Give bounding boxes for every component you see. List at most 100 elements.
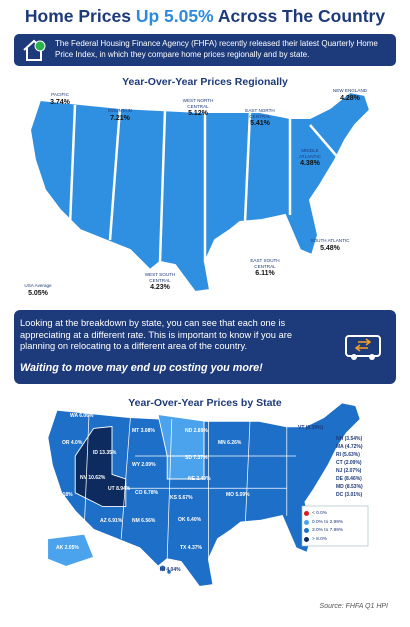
state-abbr: MO: [226, 492, 235, 498]
state-abbr: CO: [135, 490, 143, 496]
state-abbr: WA: [70, 413, 78, 419]
title-part: Home Prices: [24, 6, 131, 26]
state-value: 2.09%: [141, 462, 156, 468]
state-value: 2.05%: [64, 545, 79, 551]
callout-text: Looking at the breakdown by state, you c…: [20, 318, 292, 351]
region-name: NEW ENGLAND: [332, 88, 368, 93]
state-label: MA (4.72%): [336, 444, 363, 450]
state-value: (4.72%): [344, 444, 363, 450]
state-abbr: UT: [108, 486, 115, 492]
region-value: 4.23%: [150, 284, 170, 291]
state-value: 4.37%: [187, 545, 202, 551]
region-value: 5.48%: [320, 244, 340, 252]
state-label: NV 10.62%: [80, 475, 105, 481]
region-label: WEST SOUTH CENTRAL 4.23%: [140, 272, 180, 292]
legend-item: < 0.0%: [304, 511, 327, 516]
house-icon: [23, 39, 46, 61]
state-value: (3.54%): [344, 436, 363, 442]
callout-emphasis: Waiting to move may end up costing you m…: [20, 362, 263, 374]
callout-box: [14, 310, 396, 384]
van-icon: [345, 335, 381, 360]
state-value: 2.49%: [196, 476, 211, 482]
state-abbr: CT: [336, 460, 343, 466]
state-value: 13.35%: [99, 450, 117, 456]
state-value: 10.62%: [88, 475, 106, 481]
state-abbr: TX: [180, 545, 187, 551]
state-value: 6.06%: [79, 413, 94, 419]
region-value: 6.11%: [255, 270, 275, 277]
state-abbr: AZ: [100, 518, 107, 524]
state-value: (8.46%): [344, 476, 362, 482]
legend-swatch: [304, 528, 309, 533]
state-value: 3.08%: [140, 428, 155, 434]
state-value: 4.0%: [70, 440, 83, 446]
region-name: MOUNTAIN: [107, 108, 133, 113]
state-value: 4.04%: [166, 567, 181, 573]
state-value: 6.26%: [227, 440, 242, 446]
state-abbr: NE: [188, 476, 195, 482]
state-value: (2.09%): [344, 460, 362, 466]
region-value: 7.21%: [110, 114, 130, 122]
region-label: SOUTH ATLANTIC 5.48%: [310, 238, 350, 253]
title-highlight: Up 5.05%: [135, 6, 214, 26]
region-value: 4.38%: [300, 160, 320, 167]
region-label: EAST NORTH CENTRAL 5.41%: [240, 108, 280, 128]
state-value: 7.37%: [193, 455, 208, 461]
region-name: SOUTH ATLANTIC: [310, 238, 350, 243]
state-abbr: NM: [132, 518, 140, 524]
state-abbr: HI: [160, 567, 165, 573]
state-value: (3.01%): [344, 492, 363, 498]
state-label: TX 4.37%: [180, 545, 202, 551]
section-title: Year-Over-Year Prices Regionally: [122, 76, 288, 88]
state-label: MD (8.53%): [336, 484, 363, 490]
state-label: WA 6.06%: [70, 413, 93, 419]
state-label: NJ (2.07%): [336, 468, 361, 474]
state-label: CA 3.18%: [50, 492, 73, 498]
region-value: 3.74%: [50, 98, 70, 106]
region-name: PACIFIC: [51, 92, 69, 97]
state-abbr: MT: [132, 428, 140, 434]
state-abbr: DC: [336, 492, 344, 498]
state-label: OR 4.0%: [62, 440, 82, 446]
state-label: HI 4.04%: [160, 567, 181, 573]
state-label: RI (5.63%): [336, 452, 360, 458]
state-label: DC (3.01%): [336, 492, 362, 498]
state-label: CT (2.09%): [336, 460, 362, 466]
state-value: 5.67%: [178, 495, 193, 501]
intro-text: The Federal Housing Finance Agency (FHFA…: [55, 39, 378, 59]
state-label: NE 2.49%: [188, 476, 211, 482]
state-abbr: DE: [336, 476, 343, 482]
region-name: EAST NORTH CENTRAL: [245, 108, 275, 119]
state-label: NM 6.56%: [132, 518, 155, 524]
state-label: MN 6.26%: [218, 440, 241, 446]
state-abbr: RI: [336, 452, 341, 458]
legend-swatch: [304, 519, 309, 525]
region-value: 5.05%: [28, 289, 48, 297]
state-value: (2.07%): [343, 468, 362, 474]
region-label: MIDDLE ATLANTIC 4.38%: [290, 148, 330, 168]
state-abbr: MD: [336, 484, 344, 490]
region-label: NEW ENGLAND 4.28%: [330, 88, 370, 103]
legend-label: > 8.0%: [312, 536, 328, 542]
region-name: MIDDLE ATLANTIC: [299, 148, 321, 159]
state-value: 6.40%: [186, 517, 202, 523]
state-abbr: OK: [178, 517, 186, 523]
region-value: 5.41%: [250, 120, 270, 127]
state-label: DE (8.46%): [336, 476, 362, 482]
region-value: 4.28%: [340, 94, 360, 102]
state-value: 8.94%: [116, 486, 131, 492]
region-label: EAST SOUTH CENTRAL 6.11%: [245, 258, 285, 278]
state-label: CO 6.78%: [135, 490, 158, 496]
state-abbr: VT: [298, 425, 305, 431]
region-label: MOUNTAIN 7.21%: [100, 108, 140, 123]
region-label: USA Average 5.05%: [18, 283, 58, 298]
state-value: (6.39%): [305, 425, 324, 431]
legend-item: > 8.0%: [304, 536, 328, 542]
state-value: 6.78%: [143, 490, 159, 496]
state-abbr: KS: [170, 495, 177, 501]
region-label: WEST NORTH CENTRAL 5.12%: [178, 98, 218, 118]
state-value: 5.09%: [235, 492, 250, 498]
state-label: VT (6.39%): [298, 425, 323, 431]
state-label: KS 5.67%: [170, 495, 193, 501]
